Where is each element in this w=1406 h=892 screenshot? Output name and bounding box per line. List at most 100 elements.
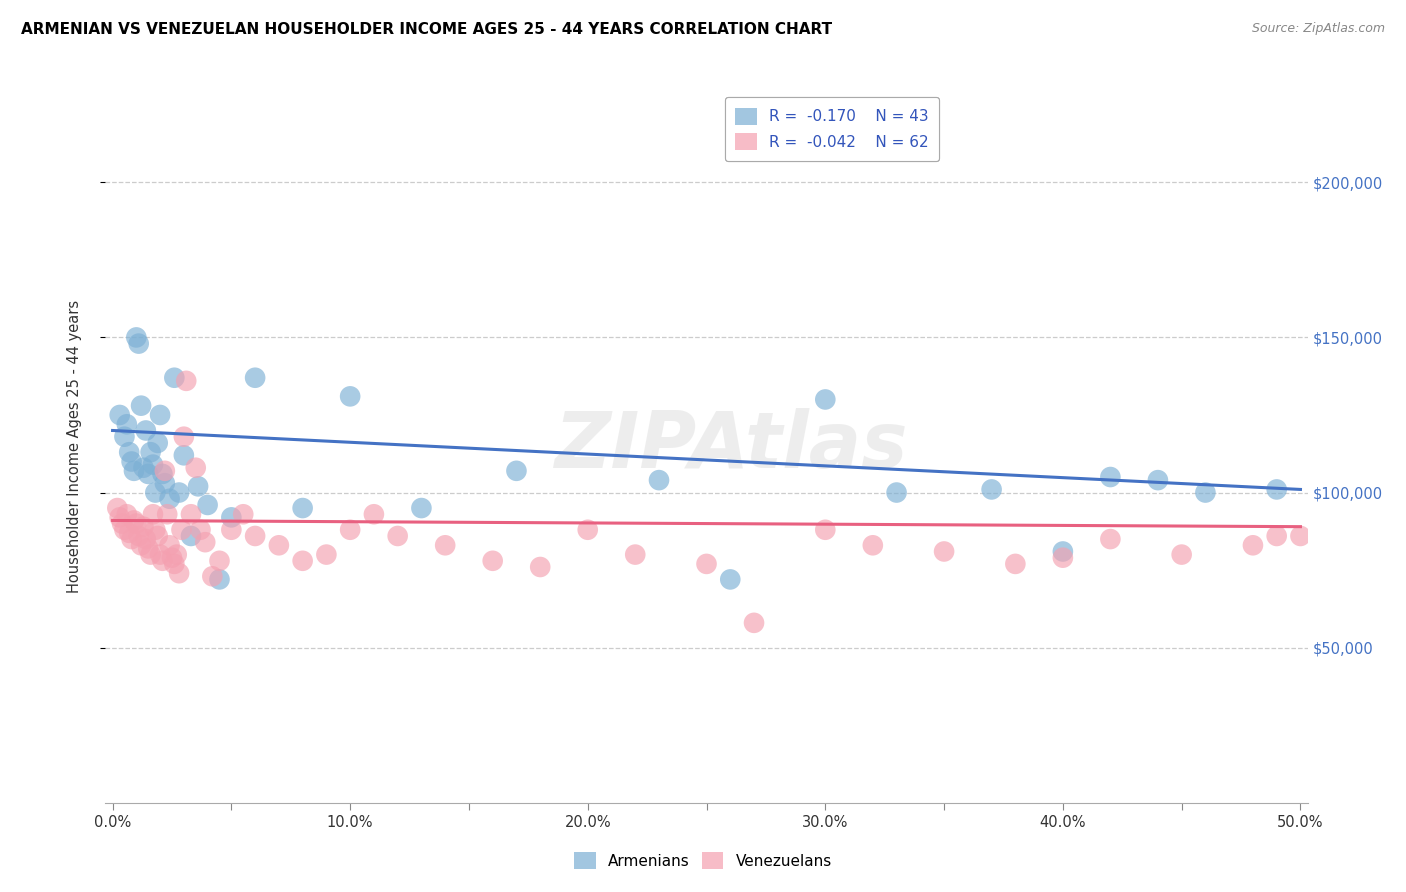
Point — [136, 541, 159, 556]
Point — [180, 508, 202, 522]
Point — [167, 485, 190, 500]
Point — [718, 573, 741, 587]
Text: ARMENIAN VS VENEZUELAN HOUSEHOLDER INCOME AGES 25 - 44 YEARS CORRELATION CHART: ARMENIAN VS VENEZUELAN HOUSEHOLDER INCOM… — [21, 22, 832, 37]
Point — [128, 336, 150, 351]
Point — [166, 548, 188, 562]
Point — [108, 510, 131, 524]
Point — [142, 458, 165, 472]
Point — [156, 508, 179, 522]
Point — [152, 554, 174, 568]
Point — [129, 538, 152, 552]
Point — [160, 550, 183, 565]
Point — [146, 529, 169, 543]
Point — [187, 479, 209, 493]
Point — [139, 445, 162, 459]
Point — [481, 554, 503, 568]
Point — [1147, 473, 1170, 487]
Point — [208, 554, 231, 568]
Point — [153, 476, 176, 491]
Point — [980, 483, 1002, 497]
Point — [339, 389, 361, 403]
Point — [170, 523, 193, 537]
Point — [129, 399, 152, 413]
Legend: Armenians, Venezuelans: Armenians, Venezuelans — [568, 846, 838, 875]
Point — [111, 516, 134, 531]
Point — [143, 523, 166, 537]
Point — [886, 485, 908, 500]
Point — [163, 370, 186, 384]
Point — [243, 370, 266, 384]
Point — [121, 454, 143, 468]
Point — [411, 501, 433, 516]
Point — [149, 408, 172, 422]
Point — [135, 532, 157, 546]
Point — [363, 508, 385, 522]
Point — [1194, 485, 1216, 500]
Point — [190, 523, 212, 537]
Point — [173, 430, 195, 444]
Point — [139, 548, 162, 562]
Point — [153, 464, 176, 478]
Point — [152, 467, 174, 481]
Point — [529, 560, 551, 574]
Point — [143, 485, 166, 500]
Point — [434, 538, 457, 552]
Point — [814, 392, 837, 407]
Point — [163, 557, 186, 571]
Point — [122, 513, 145, 527]
Point — [180, 529, 202, 543]
Point — [159, 491, 181, 506]
Point — [128, 529, 150, 543]
Point — [862, 538, 884, 552]
Text: Source: ZipAtlas.com: Source: ZipAtlas.com — [1251, 22, 1385, 36]
Point — [105, 501, 128, 516]
Point — [1099, 470, 1122, 484]
Point — [132, 519, 155, 533]
Point — [315, 548, 337, 562]
Point — [114, 430, 136, 444]
Point — [174, 374, 197, 388]
Point — [135, 424, 157, 438]
Point — [173, 448, 195, 462]
Point — [1052, 550, 1074, 565]
Point — [194, 535, 217, 549]
Point — [267, 538, 290, 552]
Point — [1170, 548, 1192, 562]
Point — [576, 523, 599, 537]
Point — [115, 508, 138, 522]
Point — [387, 529, 409, 543]
Point — [201, 569, 224, 583]
Point — [1004, 557, 1026, 571]
Point — [167, 566, 190, 581]
Point — [1265, 483, 1288, 497]
Point — [624, 548, 647, 562]
Point — [115, 417, 138, 432]
Point — [121, 532, 143, 546]
Point — [125, 516, 148, 531]
Point — [136, 467, 159, 481]
Point — [814, 523, 837, 537]
Point — [146, 436, 169, 450]
Point — [114, 523, 136, 537]
Point — [1052, 544, 1074, 558]
Point — [339, 523, 361, 537]
Point — [118, 445, 141, 459]
Point — [1265, 529, 1288, 543]
Point — [108, 408, 131, 422]
Point — [505, 464, 527, 478]
Point — [149, 548, 172, 562]
Point — [742, 615, 765, 630]
Point — [291, 554, 314, 568]
Point — [132, 460, 155, 475]
Point — [159, 538, 181, 552]
Point — [243, 529, 266, 543]
Point — [221, 523, 243, 537]
Point — [118, 525, 141, 540]
Point — [648, 473, 671, 487]
Legend: R =  -0.170    N = 43, R =  -0.042    N = 62: R = -0.170 N = 43, R = -0.042 N = 62 — [724, 97, 939, 161]
Point — [208, 573, 231, 587]
Point — [197, 498, 219, 512]
Point — [125, 330, 148, 344]
Point — [291, 501, 314, 516]
Point — [932, 544, 955, 558]
